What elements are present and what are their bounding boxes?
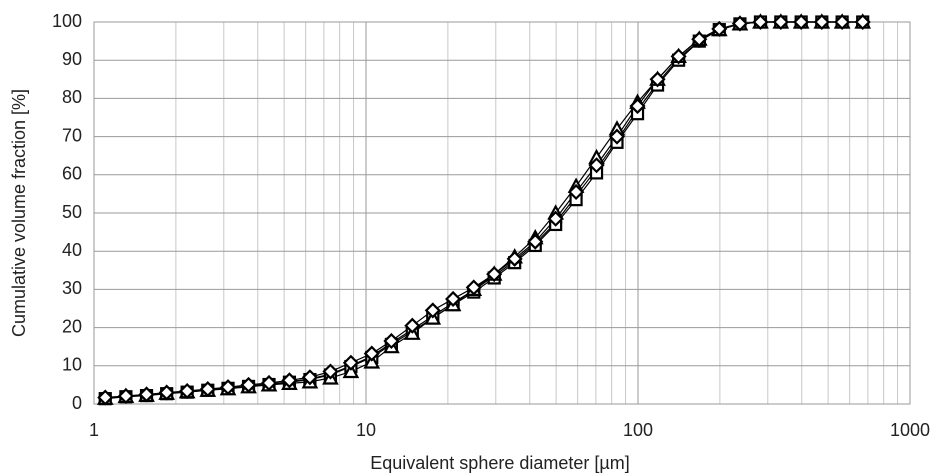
x-axis-label: Equivalent sphere diameter [µm] [370,453,630,473]
y-tick-label: 100 [52,11,82,31]
marker [240,376,257,393]
marker [711,20,728,37]
y-tick-label: 0 [72,393,82,413]
x-tick-label: 100 [623,420,653,440]
marker [793,13,810,31]
marker [527,233,544,250]
marker [301,369,318,386]
marker [342,362,360,379]
marker [731,15,748,32]
marker [670,48,687,65]
marker [199,381,216,398]
y-tick-label: 30 [62,278,82,298]
marker [752,13,769,31]
series-line [105,21,863,400]
marker [465,279,482,296]
marker [219,379,237,396]
x-tick-label: 1 [89,420,99,440]
marker [588,157,605,174]
marker [629,97,646,115]
marker [547,210,564,227]
marker [772,13,789,31]
marker [813,13,830,31]
marker [568,183,585,201]
marker [260,374,278,392]
marker [138,386,155,403]
marker [424,302,441,319]
x-tick-label: 10 [356,420,376,440]
y-tick-label: 70 [62,125,82,145]
y-tick-label: 10 [62,355,82,375]
marker [117,387,134,405]
marker [691,31,708,48]
y-tick-label: 40 [62,240,82,260]
marker [506,250,523,267]
y-axis-label: Cumulative volume fraction [%] [9,89,29,337]
marker [158,384,175,401]
marker [179,382,196,400]
plot-frame [93,21,911,405]
y-tick-label: 80 [62,87,82,107]
y-tick-label: 20 [62,316,82,336]
marker [445,290,462,308]
y-tick-label: 50 [62,202,82,222]
marker [854,13,871,31]
marker [281,372,298,389]
marker [608,128,626,145]
marker [649,71,666,88]
series-line [105,21,863,399]
marker [322,363,339,380]
marker [404,317,421,334]
marker [383,332,400,350]
marker [834,13,851,31]
series-line [105,21,863,399]
marker [486,266,503,283]
series-line [105,21,863,399]
x-tick-label: 1000 [890,420,930,440]
y-tick-label: 90 [62,49,82,69]
y-tick-label: 60 [62,164,82,184]
marker [342,354,359,371]
marker [363,345,380,362]
marker [97,389,114,406]
